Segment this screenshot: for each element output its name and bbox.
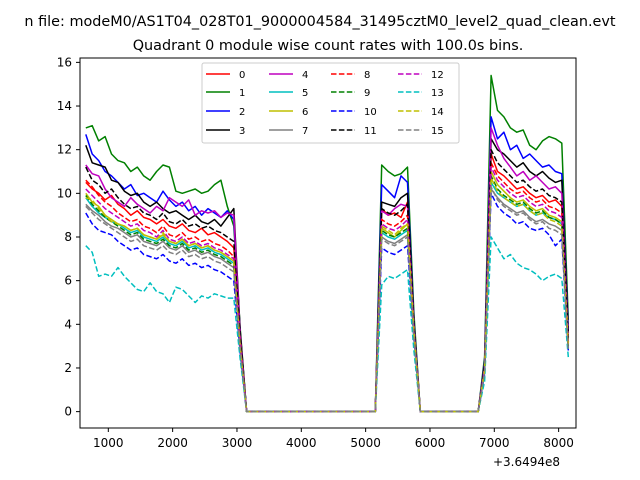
x-tick-label: 7000 <box>479 436 510 450</box>
legend-label-10: 10 <box>364 107 377 118</box>
legend-label-6: 6 <box>302 107 308 118</box>
y-tick-label: 10 <box>57 186 72 200</box>
legend-label-13: 13 <box>431 88 444 99</box>
legend-label-5: 5 <box>302 88 308 99</box>
x-tick-label: 8000 <box>543 436 574 450</box>
y-tick-label: 16 <box>57 55 72 69</box>
legend-label-4: 4 <box>302 70 308 81</box>
x-tick-label: 5000 <box>350 436 381 450</box>
series-line-9 <box>85 175 570 413</box>
legend-label-12: 12 <box>431 70 444 81</box>
y-tick-label: 6 <box>64 274 72 288</box>
legend-frame <box>201 62 460 144</box>
legend-label-8: 8 <box>364 70 370 81</box>
legend-label-11: 11 <box>364 126 377 137</box>
y-tick-label: 8 <box>64 230 72 244</box>
legend-label-3: 3 <box>239 126 245 137</box>
x-offset-text: +3.6494e8 <box>493 455 560 469</box>
x-tick-label: 6000 <box>415 436 446 450</box>
x-tick-label: 2000 <box>157 436 188 450</box>
x-tick-label: 1000 <box>93 436 124 450</box>
x-tick-label: 4000 <box>286 436 317 450</box>
series-line-15 <box>85 186 570 413</box>
y-tick-label: 12 <box>57 143 72 157</box>
x-tick-label: 3000 <box>222 436 253 450</box>
series-line-13 <box>85 236 570 413</box>
legend-label-15: 15 <box>431 126 444 137</box>
series-line-0 <box>85 153 570 413</box>
y-tick-label: 0 <box>64 405 72 419</box>
figure-suptitle: n file: modeM0/AS1T04_028T01_9000004584_… <box>24 14 615 30</box>
legend-label-7: 7 <box>302 126 308 137</box>
series-line-12 <box>85 166 570 413</box>
legend-label-0: 0 <box>239 70 245 81</box>
y-tick-label: 4 <box>64 317 72 331</box>
chart-title: Quadrant 0 module wise count rates with … <box>133 38 524 54</box>
y-tick-label: 14 <box>57 99 72 113</box>
series-line-10 <box>85 192 570 413</box>
legend-label-1: 1 <box>239 88 245 99</box>
x-axis: 1000 2000 3000 4000 5000 6000 7000 8000 <box>93 428 574 450</box>
y-tick-label: 2 <box>64 361 72 375</box>
legend-label-14: 14 <box>431 107 444 118</box>
axes-frame <box>79 57 577 429</box>
legend-label-9: 9 <box>364 88 370 99</box>
plot-series <box>85 74 570 413</box>
series-line-14 <box>85 177 570 413</box>
legend-label-2: 2 <box>239 107 245 118</box>
y-axis: 0 2 4 6 8 10 12 14 16 <box>57 55 80 419</box>
series-line-5 <box>85 181 570 413</box>
